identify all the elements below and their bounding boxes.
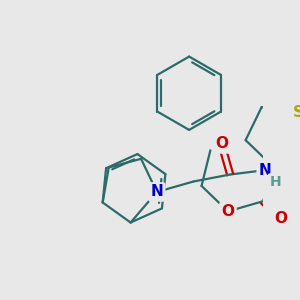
Text: O: O — [221, 204, 235, 219]
Text: S: S — [292, 105, 300, 120]
Text: O: O — [215, 136, 228, 152]
Text: H: H — [270, 176, 281, 189]
Text: N: N — [259, 163, 272, 178]
Text: N: N — [150, 184, 163, 200]
Text: O: O — [274, 211, 287, 226]
